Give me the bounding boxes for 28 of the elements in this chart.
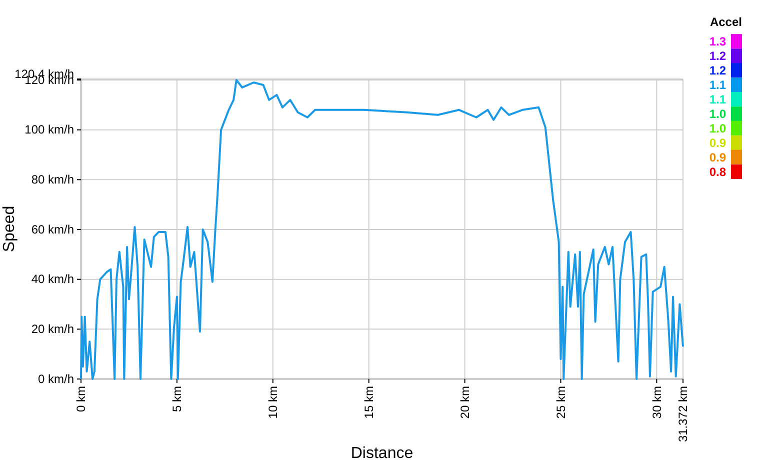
- color-bar-label: 1.0: [709, 107, 726, 121]
- color-bar-label: 0.8: [709, 164, 726, 179]
- y-tick-label: 20 km/h: [31, 322, 74, 336]
- color-bar-label: 1.3: [709, 34, 726, 48]
- color-bar-label: 1.1: [709, 78, 726, 92]
- color-bar-label: 0.9: [709, 150, 726, 164]
- x-tick-label: 30 km: [650, 386, 664, 419]
- color-bar-label: 1.0: [709, 121, 726, 136]
- y-tick-label: 100 km/h: [24, 122, 74, 137]
- y-tick-label: 80 km/h: [31, 172, 74, 187]
- line-series: [80, 78, 684, 380]
- color-bar-title: Accel: [710, 15, 742, 29]
- color-bar-label: 1.1: [709, 92, 726, 106]
- y-axis-title: Speed: [1, 206, 18, 252]
- color-bar-label: 1.2: [709, 49, 726, 64]
- x-tick-label: 20 km: [458, 386, 472, 419]
- x-tick-label: 31.372 km: [676, 386, 690, 442]
- y-tick-label: 40 km/h: [31, 272, 74, 286]
- color-bar-label: 1.2: [709, 63, 726, 78]
- color-bar-label: 0.9: [709, 136, 726, 150]
- x-tick-label: 0 km: [74, 386, 88, 412]
- x-tick-label: 10 km: [266, 386, 280, 419]
- x-tick-label: 5 km: [170, 386, 184, 412]
- y-tick-label: 0 km/h: [38, 372, 74, 386]
- x-axis-title: Distance: [350, 445, 414, 460]
- y-tick-label: 60 km/h: [31, 222, 74, 236]
- x-tick-label: 25 km: [554, 386, 568, 419]
- x-tick-label: 15 km: [362, 386, 376, 419]
